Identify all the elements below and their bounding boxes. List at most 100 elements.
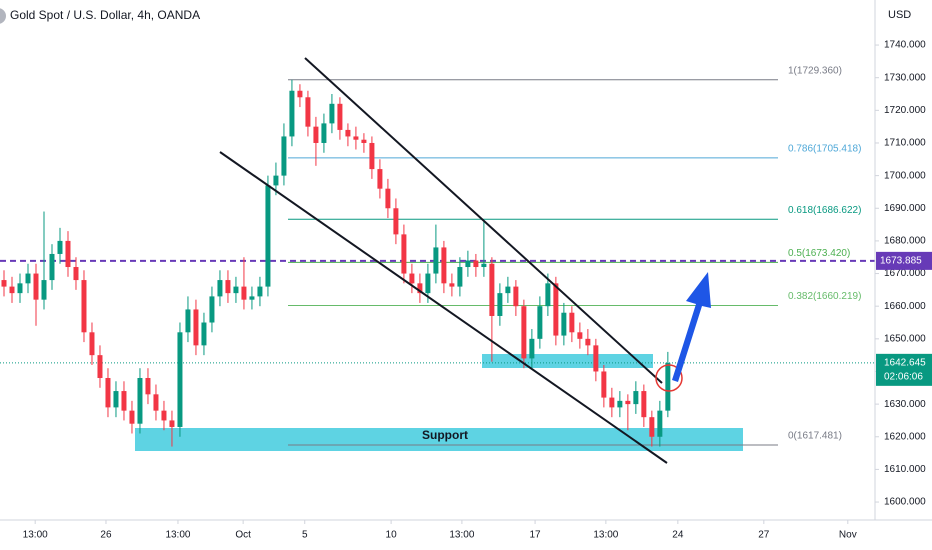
candle-body (409, 273, 415, 284)
x-tick-label: 24 (672, 530, 684, 541)
y-tick-label: 1740.000 (884, 40, 926, 51)
y-tick-label: 1630.000 (884, 399, 926, 410)
candle-body (145, 378, 151, 395)
candles (1, 79, 671, 447)
candle-body (433, 247, 439, 274)
candle-body (417, 283, 423, 294)
candle-body (89, 332, 95, 356)
y-tick-label: 1680.000 (884, 236, 926, 247)
highlight-circle (655, 364, 683, 392)
candle-body (593, 345, 599, 372)
candle-body (177, 332, 183, 427)
candle-body (273, 175, 279, 186)
candle-body (665, 362, 671, 411)
candle-body (329, 103, 335, 124)
candle-body (81, 280, 87, 333)
candle-body (209, 296, 215, 323)
candle-body (161, 410, 167, 421)
y-tick-label: 1690.000 (884, 203, 926, 214)
arrow-up (672, 272, 711, 382)
candle-body (369, 142, 375, 170)
candle-body (401, 234, 407, 274)
fib-label: 0(1617.481) (788, 431, 842, 442)
candle-body (441, 247, 447, 284)
candle-body (489, 263, 495, 316)
chart-title: Gold Spot / U.S. Dollar, 4h, OANDA (10, 8, 200, 22)
y-tick-label: 1660.000 (884, 301, 926, 312)
candle-body (169, 420, 175, 427)
y-tick-label: 1650.000 (884, 333, 926, 344)
candle-body (345, 129, 351, 137)
candle-body (537, 306, 543, 339)
candle-body (481, 263, 487, 268)
fib-label: 0.618(1686.622) (788, 205, 861, 216)
candle-body (377, 169, 383, 189)
candle-body (305, 97, 311, 127)
x-tick-label: 10 (386, 530, 398, 541)
price-tag (876, 251, 932, 270)
candle-body (289, 90, 295, 137)
candle-body (1, 280, 7, 287)
candle-body (353, 136, 359, 140)
candle-body (337, 103, 343, 130)
x-tick-label: 13:00 (23, 530, 48, 541)
candle-body (265, 185, 271, 287)
candle-body (233, 286, 239, 294)
candle-body (241, 286, 247, 300)
candle-body (473, 260, 479, 268)
x-tick-label: 13:00 (165, 530, 190, 541)
x-tick-label: 26 (100, 530, 112, 541)
last-price-label: 1642.645 (884, 357, 926, 368)
candle-body (129, 410, 135, 424)
candle-body (73, 267, 79, 281)
candle-body (97, 355, 103, 379)
candle-body (625, 400, 631, 405)
candle-body (425, 273, 431, 294)
candle-body (17, 283, 23, 294)
x-tick-label: 13:00 (449, 530, 474, 541)
price-tag-label: 1673.885 (880, 256, 922, 267)
symbol-icon (0, 8, 6, 24)
candle-body (33, 273, 39, 300)
candle-body (297, 90, 303, 98)
candle-body (601, 371, 607, 398)
candle-body (49, 253, 55, 281)
y-tick-label: 1730.000 (884, 72, 926, 83)
candle-body (361, 139, 367, 143)
candle-body (633, 391, 639, 405)
candle-body (449, 283, 455, 287)
candle-body (609, 397, 615, 408)
candle-body (113, 391, 119, 408)
channel-upper (304, 57, 663, 384)
candle-body (569, 312, 575, 333)
candle-body (385, 188, 391, 209)
candle-body (281, 136, 287, 176)
y-tick-label: 1600.000 (884, 497, 926, 508)
candle-body (505, 286, 511, 294)
axis: 1740.000 1730.000 1720.000 1710.000 1700.000… (23, 40, 932, 541)
candle-body (465, 260, 471, 268)
candle-body (641, 391, 647, 418)
x-tick-label: Oct (235, 530, 251, 541)
candle-body (545, 283, 551, 307)
candle-body (9, 286, 15, 294)
candle-body (393, 208, 399, 235)
x-tick-label: 5 (302, 530, 308, 541)
fib-label: 0.786(1705.418) (788, 144, 861, 155)
candle-body (201, 322, 207, 346)
candle-body (193, 309, 199, 346)
candle-body (57, 240, 63, 254)
channel-lower (219, 151, 668, 464)
candle-body (617, 400, 623, 408)
candle-body (313, 126, 319, 143)
y-tick-label: 1700.000 (884, 170, 926, 181)
candle-body (657, 410, 663, 437)
candle-body (185, 309, 191, 333)
candle-body (561, 312, 567, 336)
candle-body (513, 286, 519, 307)
candle-body (585, 338, 591, 346)
overlays: 1(1729.360) 0.786(1705.418) 0.618(1686.622… (0, 65, 875, 446)
candle-body (497, 293, 503, 316)
candle-body (225, 280, 231, 294)
